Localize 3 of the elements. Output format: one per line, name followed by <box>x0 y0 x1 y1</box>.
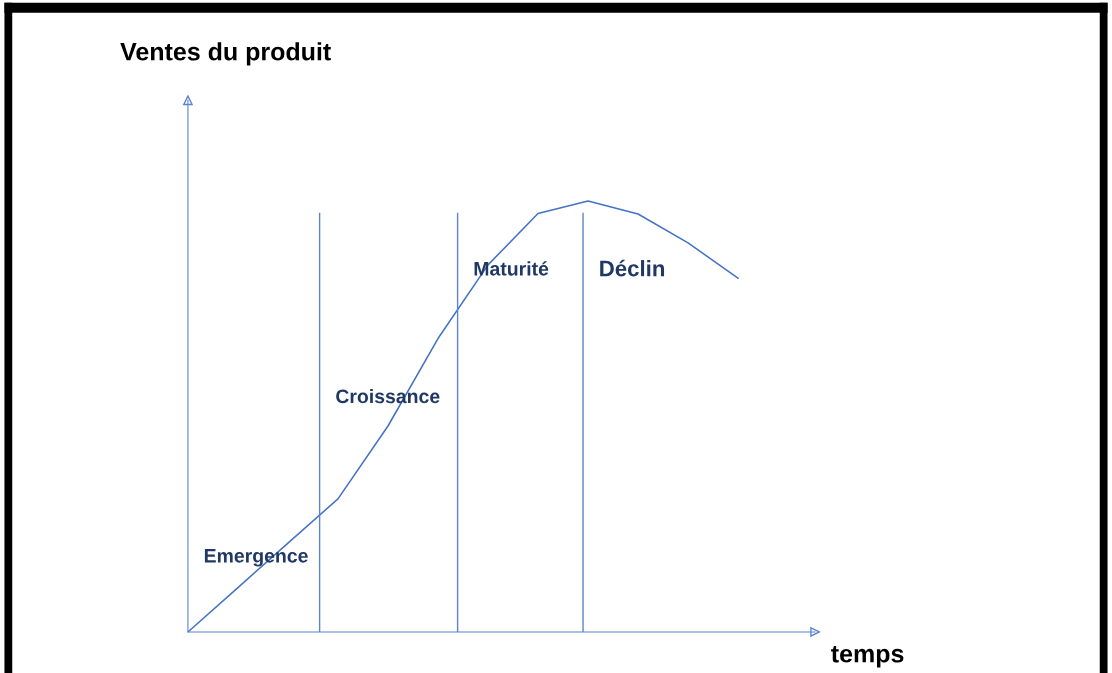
annotation: Déclin <box>600 259 665 277</box>
x-axis-title: temps <box>831 646 904 668</box>
text: Ventes du produit <box>120 42 331 66</box>
